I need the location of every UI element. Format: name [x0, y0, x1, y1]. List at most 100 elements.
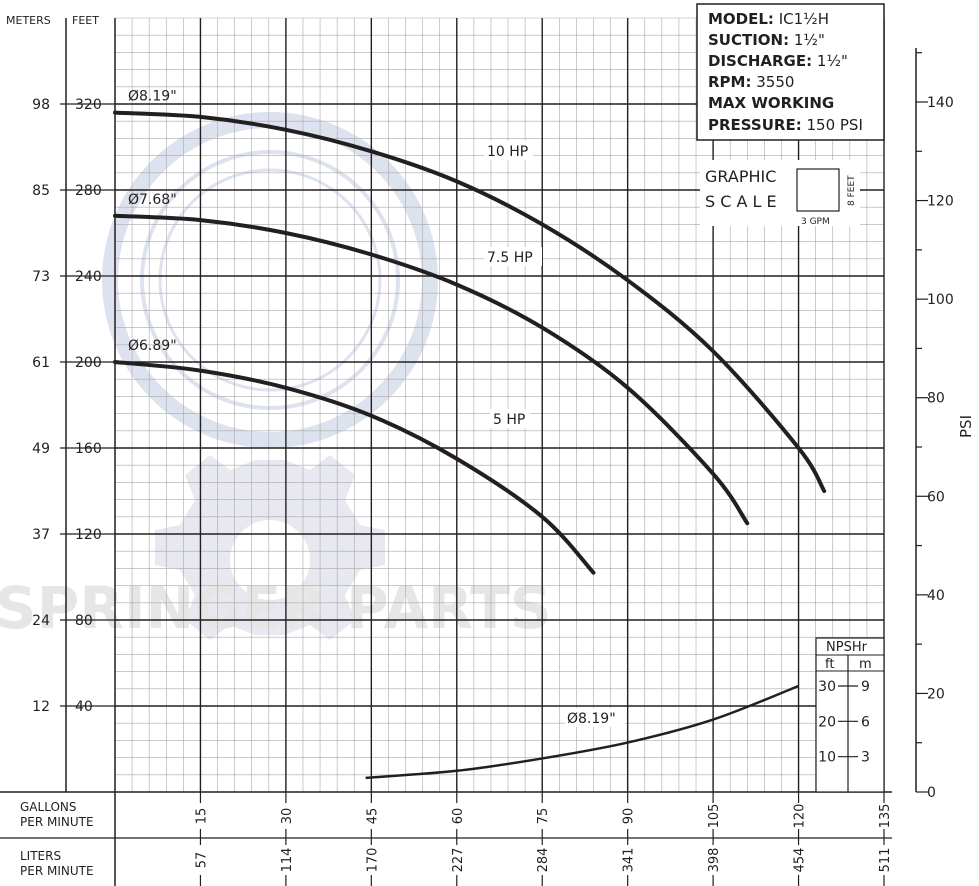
npshr-curve-label: Ø8.19"	[567, 711, 616, 727]
curve-line	[113, 360, 596, 575]
left-axis-meter-label: 12	[32, 699, 50, 715]
left-axis-meter-label: 37	[32, 527, 50, 543]
suction-value: 1½"	[794, 31, 825, 49]
curve-power-label-bg	[490, 409, 530, 428]
x-axis-gpm-label-bg	[192, 803, 209, 829]
right-axis-psi-label: 0	[927, 785, 936, 801]
suction-row: SUCTION: 1½"	[708, 31, 825, 49]
x-axis-gpm-label: 105	[707, 804, 722, 829]
x-axis-lpm-label: 341	[622, 848, 637, 873]
x-axis-gpm-label-bg	[448, 803, 465, 829]
npshr-m-label: 3	[861, 750, 870, 766]
left-axis-meter-label: 61	[32, 355, 50, 371]
x-axis-gpm-label: 135	[878, 804, 893, 829]
model-value: IC1½H	[779, 10, 829, 28]
npshr-col-ft: ft	[825, 657, 834, 672]
right-axis-psi-label: 80	[927, 391, 945, 407]
npshr-box	[815, 637, 885, 793]
left-axis-meters-header: METERS	[6, 14, 51, 27]
curve-diameter-label: Ø7.68"	[128, 192, 177, 208]
watermark-text: SPRINGER PARTS	[0, 574, 552, 642]
x-axis-gpm-label-line2: PER MINUTE	[20, 815, 94, 829]
model-row: MODEL: IC1½H	[708, 10, 829, 28]
pump-curves: Ø8.19" 10 HP Ø7.68" 7.5 HP Ø6.89" 5 HP Ø8.19"	[113, 89, 827, 780]
x-axis-gpm-label: 75	[536, 808, 551, 825]
left-axis-feet-label: 240	[75, 269, 102, 285]
rpm-label: RPM:	[708, 73, 751, 91]
curve-diameter-label: Ø8.19"	[128, 89, 177, 105]
left-axis-meter-label: 85	[32, 183, 50, 199]
left-axis-meter-label: 98	[32, 97, 50, 113]
right-axis-psi-label: 100	[927, 292, 954, 308]
info-box: MODEL: IC1½H SUCTION: 1½" DISCHARGE: 1½"…	[696, 3, 885, 141]
npshr-scale: NPSHr ft m 30 9 20 6 10 3	[815, 637, 885, 793]
left-axis-feet-label: 120	[75, 527, 102, 543]
x-axis-gpm-label-bg	[705, 803, 722, 829]
x-axis-lpm-label: 454	[793, 848, 808, 873]
x-axis-gpm-label: 30	[280, 808, 295, 825]
left-axis-feet-label: 200	[75, 355, 102, 371]
x-axis-lpm-label-bg	[619, 845, 636, 875]
info-box-frame	[696, 3, 885, 141]
right-axis-ticks: 140 120 100 80 60 40 20 0	[916, 52, 954, 801]
x-axis-lpm-label-line1: LITERS	[20, 849, 61, 863]
graphic-scale-square	[796, 168, 840, 212]
curve-power-label: 7.5 HP	[487, 250, 533, 266]
x-axis-lpm-label: 227	[451, 848, 466, 873]
x-axis-gpm-label-bg	[277, 803, 294, 829]
x-axis-ticks: 15 57 30 114 45 170 60 227 75 284 90 341 105 398 120 45…	[192, 792, 893, 886]
x-axis-gpm-label-bg	[876, 803, 892, 829]
npshr-col-m: m	[859, 657, 872, 672]
x-axis-gpm-label: 15	[194, 808, 209, 825]
x-axis-gpm-label-bg	[790, 803, 807, 829]
right-axis-psi-label: 40	[927, 588, 945, 604]
rpm-row: RPM: 3550	[708, 73, 794, 91]
npshr-curve-line	[365, 684, 800, 780]
grid-major	[115, 18, 885, 792]
graphic-scale-line1: GRAPHIC	[705, 167, 776, 186]
left-axis-feet-header: FEET	[72, 14, 99, 27]
curve-power-label: 10 HP	[487, 144, 528, 160]
npshr-ft-label: 20	[818, 714, 836, 730]
x-axis-lpm-label: 511	[878, 848, 893, 873]
npshr-title: NPSHr	[826, 640, 868, 655]
pressure-row: PRESSURE: 150 PSI	[708, 116, 863, 134]
right-axis-psi-label: 60	[927, 489, 945, 505]
x-axis-lpm-label-bg	[705, 845, 722, 875]
curve-line	[113, 213, 750, 526]
discharge-value: 1½"	[817, 52, 848, 70]
right-axis-psi-label: 140	[927, 95, 954, 111]
x-axis-gpm-label-bg	[363, 803, 380, 829]
x-axis-lpm-label: 57	[194, 852, 209, 869]
npshr-ticks: 30 9 20 6 10 3	[818, 679, 870, 766]
left-axis-ticks: 98 320 85 280 73 240 61 200 49 160 37 120 24 80 12 40	[32, 97, 115, 715]
max-working-label: MAX WORKING	[708, 94, 834, 112]
left-axis-meter-label: 24	[32, 613, 50, 629]
curve-line	[113, 110, 827, 493]
left-axis-feet-label: 80	[75, 613, 93, 629]
left-axis-feet-label: 320	[75, 97, 102, 113]
x-axis-lpm-label-bg	[790, 845, 807, 875]
npshr-m-label: 6	[861, 714, 870, 730]
graphic-scale: GRAPHIC S C A L E 8 FEET 3 GPM	[700, 160, 860, 227]
graphic-scale-feet: 8 FEET	[847, 175, 857, 206]
x-axis-gpm-label-bg	[619, 803, 636, 829]
graphic-scale-gpm: 3 GPM	[801, 217, 830, 227]
npshr-ft-label: 30	[818, 679, 836, 695]
left-axis-feet-label: 160	[75, 441, 102, 457]
graphic-scale-line2: S C A L E	[705, 192, 777, 211]
discharge-label: DISCHARGE:	[708, 52, 812, 70]
left-axis-feet-label: 40	[75, 699, 93, 715]
right-axis-psi-label: 20	[927, 686, 945, 702]
x-axis-gpm-label: 90	[622, 808, 637, 825]
model-label: MODEL:	[708, 10, 774, 28]
right-axis-psi-label: 120	[927, 194, 954, 210]
curve-power-label-bg	[484, 247, 542, 266]
x-axis-gpm-label: 45	[365, 808, 380, 825]
curve-power-label: 5 HP	[493, 412, 525, 428]
npshr-m-label: 9	[861, 679, 870, 695]
npshr-curve-label-bg	[565, 708, 625, 727]
x-axis-lpm-label: 398	[707, 848, 722, 873]
x-axis-gpm-label-bg	[534, 803, 551, 829]
